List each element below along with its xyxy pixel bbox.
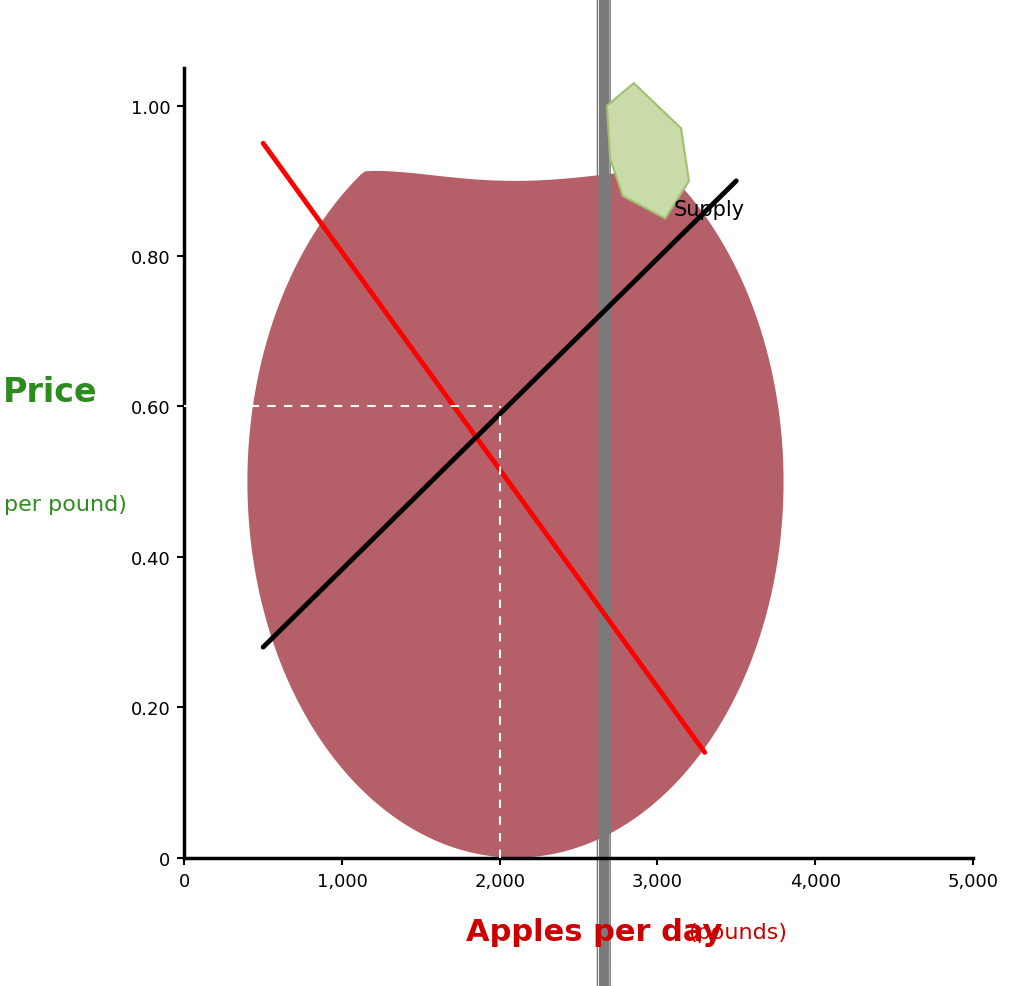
FancyBboxPatch shape (597, 0, 611, 986)
Text: Apples per day: Apples per day (466, 917, 722, 947)
Text: ($ per pound): ($ per pound) (0, 495, 127, 515)
Text: Supply: Supply (673, 199, 744, 220)
Text: Price: Price (3, 376, 97, 408)
Polygon shape (607, 84, 689, 219)
Polygon shape (248, 172, 783, 858)
Text: (pounds): (pounds) (688, 922, 786, 942)
